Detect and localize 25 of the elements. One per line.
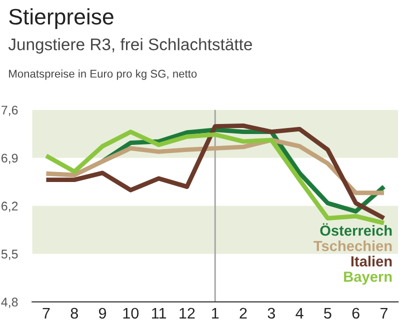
- text: Tschechien: [314, 240, 392, 252]
- y-tick-label: 4,8: [1, 298, 18, 308]
- x-tick-label: 7: [380, 308, 388, 318]
- y-tick-label: 6,2: [2, 202, 18, 212]
- y-axis-title: Monatspreise in Euro pro kg SG, netto: [9, 70, 197, 80]
- x-tick-label: 4: [296, 308, 304, 318]
- x-tick-label: 7: [42, 308, 50, 318]
- x-tick-label: 3: [268, 308, 275, 319]
- x-tick-label: 10: [123, 308, 139, 319]
- x-tick-label: 9: [98, 308, 106, 319]
- chart-title: Stierpreise: [9, 8, 114, 29]
- x-tick-label: 5: [324, 308, 332, 319]
- text: Italien: [351, 256, 392, 267]
- y-tick-label: 7,6: [2, 106, 18, 116]
- y-tick-label: 6,9: [2, 154, 18, 164]
- x-tick-label: 6: [352, 308, 360, 319]
- x-tick-label: 8: [70, 308, 78, 319]
- x-tick-label: 1: [212, 308, 219, 318]
- x-tick-label: 12: [180, 308, 195, 318]
- y-tick-label: 5,5: [1, 250, 18, 260]
- series-label: Österreich: [320, 223, 392, 236]
- chart-subtitle: Jungstiere R3, frei Schlachtstätte: [8, 38, 252, 54]
- text: Bayern: [344, 272, 392, 285]
- x-tick-label: 11: [152, 308, 166, 318]
- x-tick-label: 2: [240, 308, 247, 318]
